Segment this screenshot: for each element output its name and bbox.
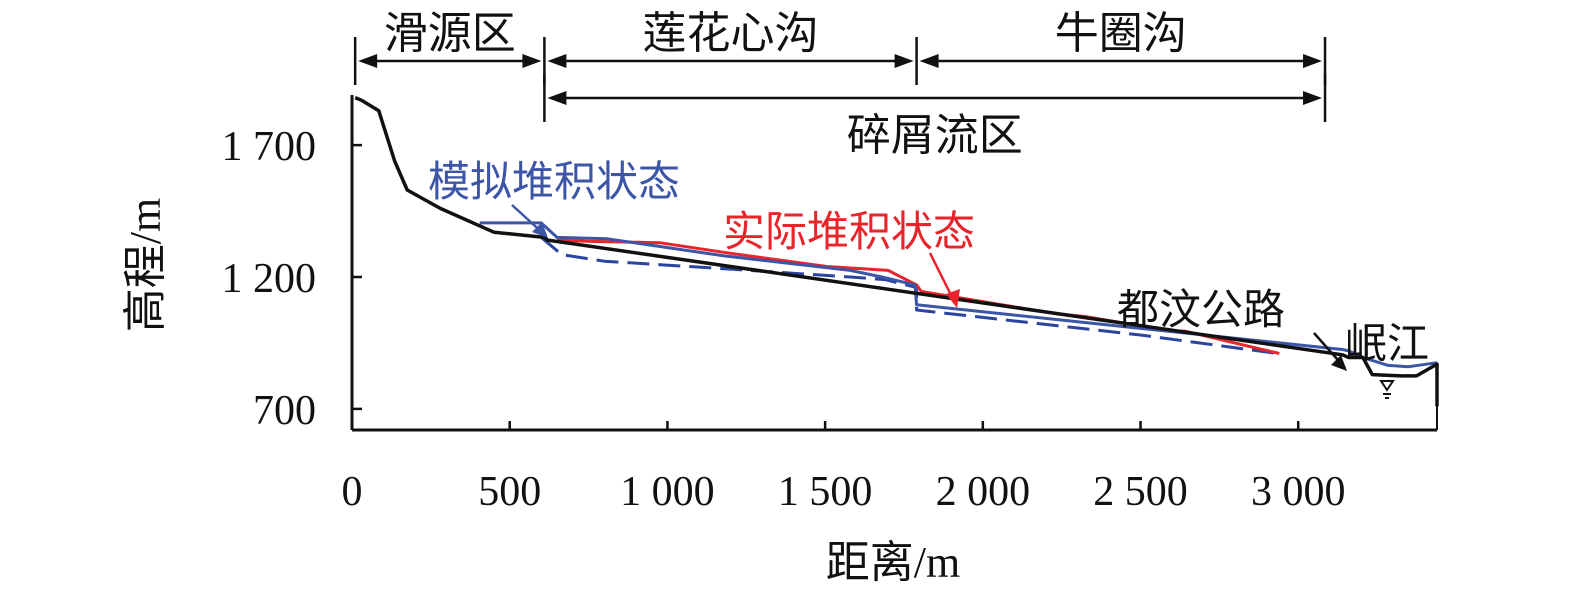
series-layer (354, 95, 1439, 407)
region-arrowhead-right (1303, 54, 1323, 68)
region-label: 莲花心沟 (642, 9, 818, 58)
y-tick-label: 700 (253, 388, 316, 434)
region-arrowhead-left (358, 54, 378, 68)
x-tick-label: 2 500 (1093, 469, 1188, 515)
simulated-arrowhead (532, 222, 548, 238)
region-arrowhead-right (522, 54, 542, 68)
region-label: 碎屑流区 (847, 111, 1023, 160)
road-arrowhead (1331, 355, 1347, 371)
y-axis-title: 高程/m (121, 198, 170, 332)
annotation-road-label: 都汶公路 (1117, 287, 1285, 334)
y-tick-label: 1 700 (222, 124, 317, 170)
x-tick-label: 2 000 (936, 469, 1031, 515)
x-tick-label: 1 500 (778, 469, 873, 515)
annotation-actual-label: 实际堆积状态 (723, 209, 975, 256)
x-axis-title: 距离/m (826, 538, 960, 587)
region-label: 牛圈沟 (1055, 9, 1187, 58)
actual-arrowhead (946, 289, 960, 308)
x-tick-label: 500 (478, 469, 541, 515)
region-arrowhead-left (919, 54, 939, 68)
x-tick-label: 1 000 (620, 469, 715, 515)
region-arrowhead-right (1303, 91, 1323, 105)
series-line-dashed (540, 236, 1278, 355)
region-arrowhead-left (547, 91, 567, 105)
region-arrowhead-right (894, 54, 914, 68)
water-level-symbol (1379, 380, 1395, 399)
annotation-arrows (511, 204, 1347, 371)
y-tick-label: 1 200 (222, 256, 317, 302)
region-arrowhead-left (547, 54, 567, 68)
series-line-terrain (354, 95, 1439, 407)
annotation-simulated-label: 模拟堆积状态 (428, 160, 680, 206)
x-tick-label: 3 000 (1251, 469, 1346, 515)
x-tick-label: 0 (342, 469, 363, 515)
region-label: 滑源区 (384, 9, 516, 58)
axes-layer: 0 500 1 000 1 500 2 000 2 500 3 000 700 1 200 1 7… (222, 124, 1346, 515)
annotation-river-label: 岷江 (1345, 322, 1429, 368)
